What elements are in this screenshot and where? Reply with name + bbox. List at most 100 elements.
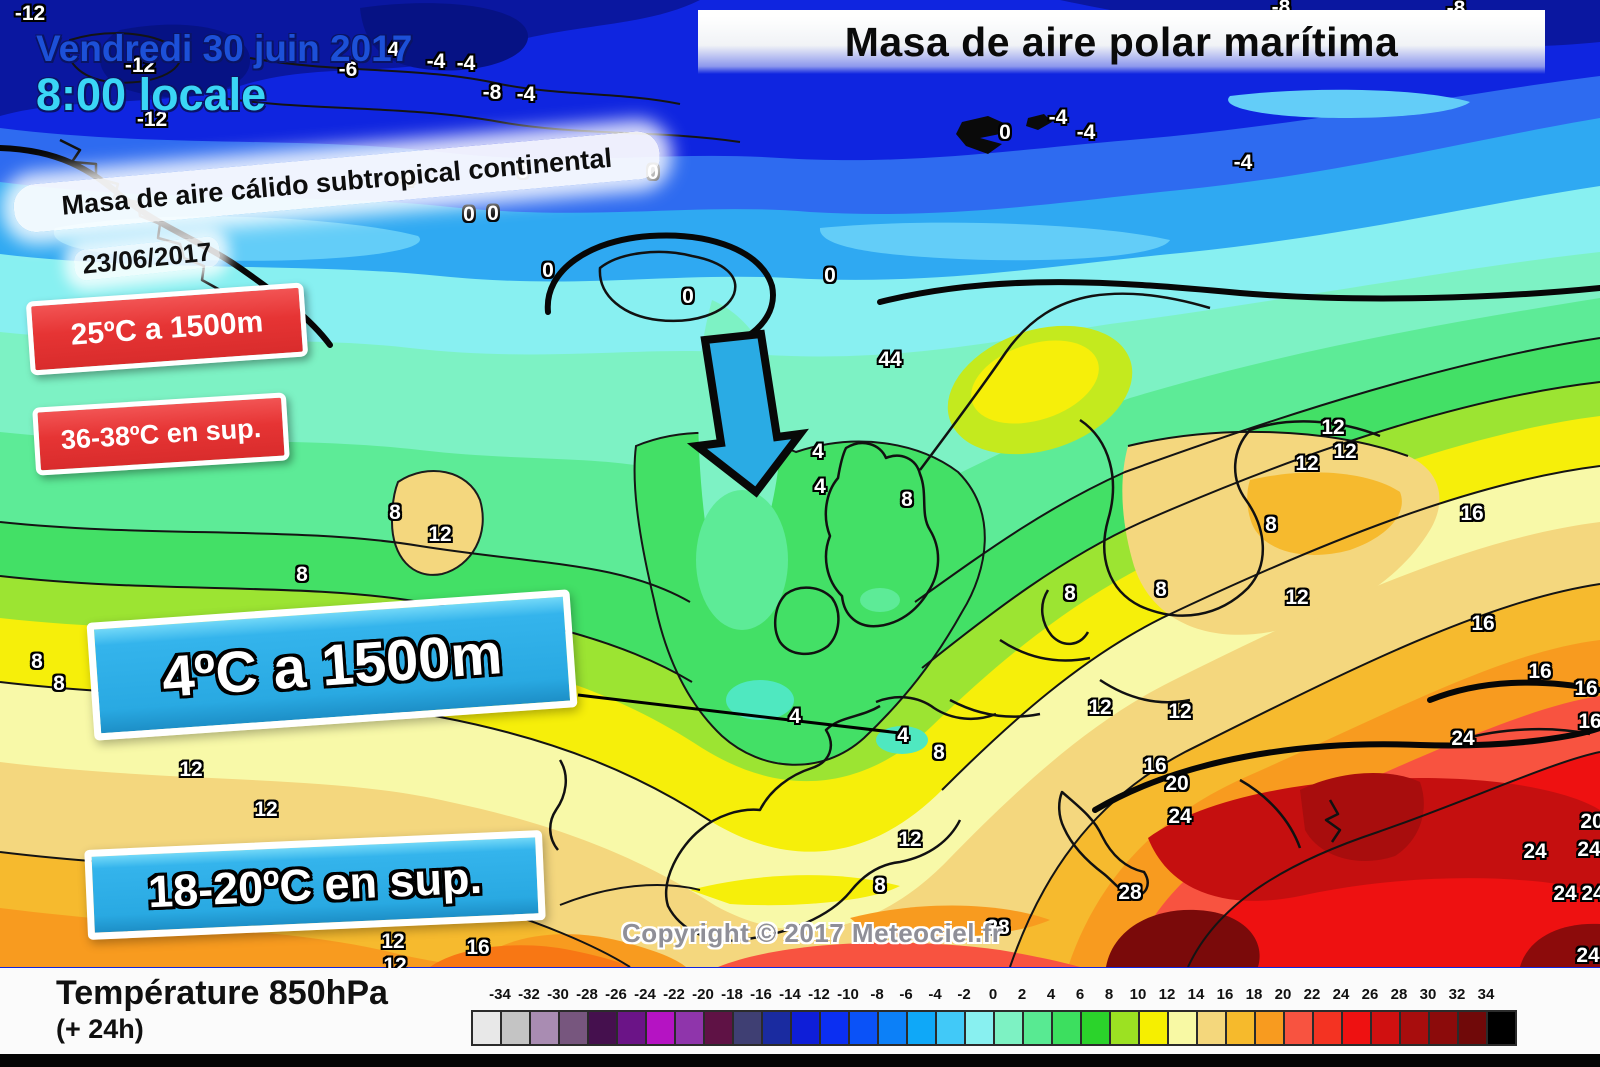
legend-tick: 32 — [1448, 986, 1466, 1003]
legend-color-cell — [529, 1010, 560, 1046]
legend-tick: -4 — [928, 986, 942, 1003]
temp-value-label: 12 — [1321, 416, 1345, 439]
legend-title: Température 850hPa — [56, 974, 388, 1012]
legend-tick: 2 — [1017, 986, 1027, 1003]
legend-subtitle: (+ 24h) — [56, 1014, 144, 1044]
legend-color-cell — [587, 1010, 618, 1046]
temp-value-label: 4 — [812, 440, 824, 463]
legend-color-cell — [645, 1010, 676, 1046]
legend-color-cell — [674, 1010, 705, 1046]
cold-temp-label: 4ºC a 1500m — [159, 620, 505, 710]
temp-value-label: -6 — [338, 58, 358, 81]
warm-surface-temp-label: 36-38ºC en sup. — [60, 412, 262, 455]
legend-tick: -34 — [489, 986, 511, 1003]
temp-value-label: 8 — [296, 563, 308, 586]
warm-temp-label: 25ºC a 1500m — [69, 305, 265, 352]
temp-value-label: 0 — [463, 203, 475, 226]
legend-tick: -12 — [808, 986, 830, 1003]
legend-color-cell — [935, 1010, 966, 1046]
legend-tick: 30 — [1419, 986, 1437, 1003]
temp-value-label: 20 — [1165, 772, 1189, 795]
polar-airmass-label: Masa de aire polar marítima — [844, 18, 1399, 65]
temp-value-label: 12 — [254, 798, 278, 821]
cold-surface-temp-label: 18-20ºC en sup. — [146, 851, 483, 918]
legend-tick: 26 — [1361, 986, 1379, 1003]
legend-tick: 10 — [1129, 986, 1147, 1003]
temp-value-label: -8 — [482, 81, 502, 104]
legend-tick: 12 — [1158, 986, 1176, 1003]
legend-tick: 34 — [1477, 986, 1495, 1003]
temp-value-label: 12 — [1168, 700, 1192, 723]
legend-color-cell — [1341, 1010, 1372, 1046]
temp-value-label: 16 — [1460, 502, 1484, 525]
pointer-line — [577, 693, 901, 735]
legend-tick: 18 — [1245, 986, 1263, 1003]
temp-value-label: 4 — [814, 475, 826, 498]
legend-tick: -20 — [692, 986, 714, 1003]
svalbard-islands — [956, 116, 1006, 154]
legend-tick: 14 — [1187, 986, 1205, 1003]
legend-color-cell — [1399, 1010, 1430, 1046]
legend-tick: -26 — [605, 986, 627, 1003]
temp-value-label: 4 — [897, 724, 909, 747]
legend-tick: 6 — [1075, 986, 1085, 1003]
legend-color-cell — [1051, 1010, 1082, 1046]
temp-value-label: 16 — [1143, 754, 1167, 777]
legend-color-cell — [732, 1010, 763, 1046]
legend-color-cell — [761, 1010, 792, 1046]
legend-tick: -16 — [750, 986, 772, 1003]
temp-value-label: 24 — [1451, 727, 1475, 750]
temp-value-label: 8 — [874, 874, 886, 897]
temp-value-label: 8 — [53, 672, 65, 695]
legend-color-cell — [906, 1010, 937, 1046]
legend-color-cell — [1486, 1010, 1517, 1046]
temp-value-label: 16 — [466, 936, 490, 959]
temp-value-label: -12 — [14, 2, 46, 25]
temp-value-label: 8 — [1064, 582, 1076, 605]
temp-value-label: 44 — [878, 348, 902, 371]
temp-value-label: 16 — [1471, 612, 1495, 635]
temp-value-label: 12 — [1333, 440, 1357, 463]
legend-bar: Température 850hPa (+ 24h) -34 -32 -30 -2 8 -… — [0, 968, 1600, 1067]
temp-value-label: 24 — [1168, 805, 1192, 828]
temp-value-label: -4 — [1048, 106, 1068, 129]
legend-color-cell — [1254, 1010, 1285, 1046]
legend-tick: 8 — [1104, 986, 1114, 1003]
legend-tick: -32 — [518, 986, 540, 1003]
temp-value-label: 0 — [487, 202, 499, 225]
legend-color-cell — [964, 1010, 995, 1046]
temp-value-label: 8 — [1265, 513, 1277, 536]
polar-flow-arrow-icon — [686, 329, 809, 498]
temp-value-label: 8 — [1155, 578, 1167, 601]
legend-tick: -30 — [547, 986, 569, 1003]
legend-color-cell — [1196, 1010, 1227, 1046]
temp-value-label: -4 — [426, 50, 446, 73]
legend-tick: 4 — [1046, 986, 1056, 1003]
legend-tick: -18 — [721, 986, 743, 1003]
legend-tick: -24 — [634, 986, 656, 1003]
temp-value-label: -4 — [516, 83, 536, 106]
legend-tick: -14 — [779, 986, 801, 1003]
legend-color-cell — [1312, 1010, 1343, 1046]
temp-value-label: 12 — [898, 828, 922, 851]
temp-value-label: 24 — [1577, 838, 1600, 861]
temp-value-label: 12 — [1285, 586, 1309, 609]
legend-color-scale — [471, 1010, 1517, 1046]
temp-value-label: 8 — [31, 650, 43, 673]
temp-value-label: 4 — [789, 705, 801, 728]
legend-tick: 0 — [988, 986, 998, 1003]
date-block: Vendredi 30 juin 2017 8:00 locale — [36, 29, 412, 118]
temp-value-label: 8 — [901, 488, 913, 511]
legend-color-cell — [1109, 1010, 1140, 1046]
legend-color-cell — [819, 1010, 850, 1046]
temp-value-label: 0 — [824, 264, 836, 287]
legend-color-cell — [1428, 1010, 1459, 1046]
legend-color-cell — [471, 1010, 502, 1046]
legend-color-cell — [1225, 1010, 1256, 1046]
legend-tick: -2 — [957, 986, 971, 1003]
temp-value-label: 24 — [1553, 882, 1577, 905]
temp-value-label: 12 — [428, 523, 452, 546]
temp-value-label: 12 — [1295, 452, 1319, 475]
legend-color-cell — [1022, 1010, 1053, 1046]
